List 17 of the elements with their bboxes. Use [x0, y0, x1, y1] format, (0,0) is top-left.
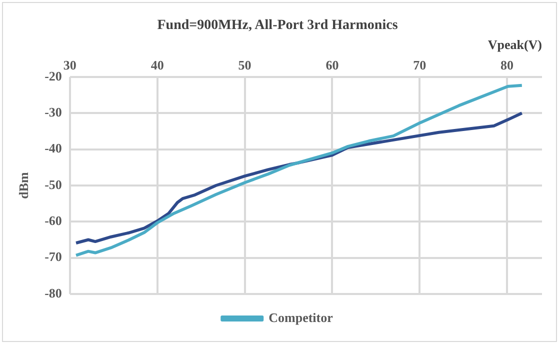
x-tick-label: 30: [63, 58, 76, 73]
y-tick-label: -60: [44, 213, 62, 228]
legend-label: Competitor: [268, 310, 334, 325]
y-tick-label: -70: [44, 249, 62, 264]
y-tick-label: -30: [44, 104, 62, 120]
y-axis-title: dBm: [16, 172, 32, 199]
x-tick-label: 80: [500, 58, 514, 73]
x-tick-label: 50: [238, 58, 252, 73]
y-tick-label: -20: [44, 68, 62, 84]
chart-title: Fund=900MHz, All-Port 3rd Harmonics: [157, 18, 398, 34]
x-tick-label: 70: [413, 58, 426, 73]
x-axis-title: Vpeak(V): [488, 36, 542, 52]
x-tick-label: 40: [150, 58, 164, 73]
y-tick-label: -80: [44, 285, 62, 300]
x-tick-label: 60: [326, 58, 339, 73]
y-tick-label: -40: [44, 140, 62, 156]
y-tick-label: -50: [44, 176, 62, 192]
